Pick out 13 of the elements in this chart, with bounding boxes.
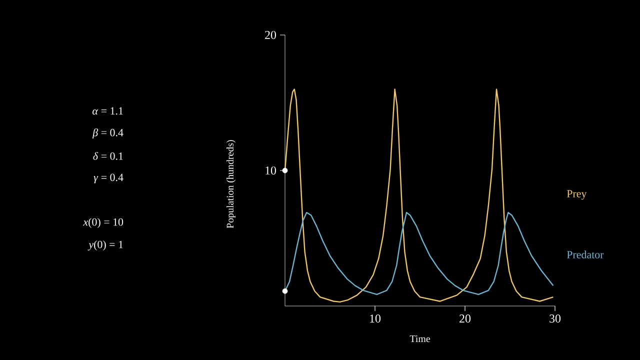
text: α = 1.1 [92, 107, 123, 115]
y-axis-title: Population (hundreds) [226, 140, 236, 228]
text: β = 0.4 [92, 128, 124, 139]
x-tick-label: 20 [460, 314, 471, 323]
x-axis-title: Time [410, 335, 430, 342]
x-tick-label: 10 [370, 314, 381, 323]
text: y(0) = 1 [88, 240, 123, 250]
text: γ = 0.4 [94, 174, 124, 184]
text: δ = 0.1 [93, 152, 123, 160]
x-tick-label: 30 [550, 314, 561, 323]
text: Predator [566, 250, 604, 258]
text: Prey [566, 190, 587, 200]
text: x(0) = 10 [83, 218, 124, 228]
